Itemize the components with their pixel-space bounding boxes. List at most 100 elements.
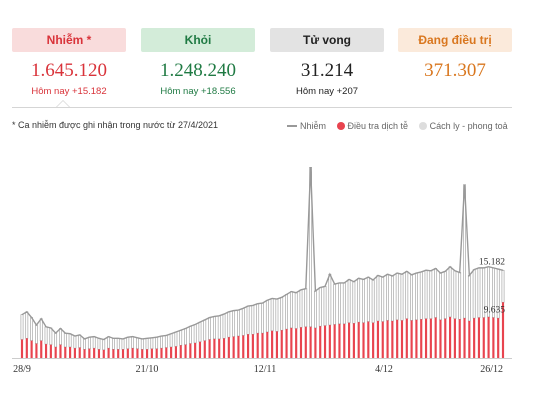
card-deaths-today: Hôm nay +207 (295, 86, 359, 97)
stat-cards: Nhiễm * 1.645.120 Hôm nay +15.182 Khỏi 1… (12, 28, 512, 103)
traced-bar (299, 327, 303, 358)
traced-bar (203, 340, 206, 358)
traced-bar (415, 319, 418, 358)
card-deaths[interactable]: Tử vong 31.214 Hôm nay +207 (270, 28, 384, 98)
traced-bar (170, 347, 173, 358)
quarantine-bar (140, 338, 144, 350)
traced-bar (194, 342, 197, 358)
legend-item-traced[interactable]: Điều tra dịch tễ (336, 120, 409, 131)
traced-bar (69, 347, 72, 358)
quarantine-bar (443, 271, 447, 320)
card-infected[interactable]: Nhiễm * 1.645.120 Hôm nay +15.182 (12, 28, 126, 98)
quarantine-bar (188, 325, 192, 344)
quarantine-bar (164, 335, 168, 348)
traced-bar (78, 347, 81, 358)
x-axis-labels: 28/9 21/10 12/11 4/12 26/12 (13, 364, 503, 375)
traced-bar (59, 344, 62, 358)
quarantine-bar (270, 298, 274, 332)
traced-bar (35, 343, 38, 358)
quarantine-bar (30, 317, 34, 341)
card-treating[interactable]: Đang điều trị 371.307 (398, 28, 512, 86)
traced-bar (477, 317, 481, 358)
quarantine-bar (366, 276, 370, 322)
traced-bar (73, 348, 76, 358)
x-tick-label: 21/10 (136, 364, 159, 375)
quarantine-bar (35, 324, 38, 344)
card-recovered[interactable]: Khỏi 1.248.240 Hôm nay +18.556 (141, 28, 255, 98)
quarantine-bar (333, 283, 337, 325)
traced-bar (145, 349, 149, 358)
traced-bar (352, 323, 355, 358)
quarantine-bar (227, 311, 231, 338)
quarantine-bar (357, 277, 361, 323)
quarantine-bar (314, 290, 317, 329)
quarantine-bar (453, 270, 457, 320)
traced-bar (165, 347, 168, 358)
traced-bar (487, 316, 490, 358)
quarantine-bar (136, 337, 139, 350)
traced-bar (160, 348, 163, 358)
card-treating-label: Đang điều trị (398, 28, 512, 52)
quarantine-bar (49, 327, 53, 346)
quarantine-bar (217, 315, 221, 340)
quarantine-bar (318, 287, 322, 327)
traced-bar (256, 333, 259, 358)
infected-line (21, 167, 504, 341)
traced-bar (449, 316, 452, 358)
traced-bar (246, 334, 250, 358)
x-tick-label: 26/12 (480, 364, 503, 375)
traced-bar (88, 348, 91, 358)
cases-chart: 28/9 21/10 12/11 4/12 26/12 15.182 9.635 (12, 167, 512, 375)
quarantine-bar (386, 273, 389, 321)
quarantine-bar (97, 338, 101, 350)
quarantine-bar (405, 271, 409, 320)
value-annotations: 15.182 9.635 (479, 257, 505, 315)
legend-item-infected[interactable]: Nhiễm (287, 121, 326, 131)
traced-bar (232, 336, 235, 358)
traced-bar (25, 338, 28, 358)
quarantine-bar (59, 328, 62, 346)
card-recovered-value: 1.248.240 (160, 60, 236, 81)
legend-quarantine-label: Cách ly - phong toả (429, 120, 508, 131)
quarantine-bar (39, 318, 43, 341)
legend-infected-label: Nhiễm (300, 120, 327, 131)
card-infected-today: Hôm nay +15.182 (31, 86, 107, 97)
traced-bar (386, 320, 389, 358)
quarantine-bar (429, 270, 433, 320)
quarantine-bar (362, 279, 365, 324)
traced-bar (343, 323, 346, 358)
quarantine-bar (179, 329, 183, 346)
traced-bar (266, 332, 269, 358)
traced-bar (107, 348, 110, 358)
traced-bar (362, 322, 365, 358)
traced-bar (444, 318, 447, 358)
quarantine-bar (419, 271, 423, 320)
traced-bar (141, 349, 144, 358)
quarantine-bar (304, 288, 308, 328)
quarantine-bar (280, 297, 284, 331)
quarantine-bar (121, 338, 125, 350)
quarantine-bar (472, 269, 476, 319)
traced-bar (338, 323, 341, 358)
quarantine-bar (294, 292, 298, 329)
quarantine-bar (83, 338, 86, 350)
card-recovered-today: Hôm nay +18.556 (160, 86, 236, 97)
quarantine-bar (338, 282, 341, 325)
quarantine-bar (477, 267, 481, 318)
legend-item-quarantine[interactable]: Cách ly - phong toả (418, 120, 508, 131)
quarantine-bar (241, 308, 245, 336)
quarantine-bar (448, 266, 452, 318)
traced-bar (54, 347, 57, 358)
quarantine-bar (68, 333, 72, 348)
traced-bar (121, 349, 125, 358)
traced-bar (251, 334, 254, 358)
quarantine-bar (193, 324, 197, 344)
traced-bar (396, 319, 399, 358)
traced-bar (323, 325, 327, 358)
legend-traced-label: Điều tra dịch tễ (347, 120, 409, 131)
card-infected-label: Nhiễm * (12, 28, 126, 52)
value-annotation: 9.635 (484, 305, 506, 315)
quarantine-bar (20, 314, 24, 340)
traced-bar (367, 321, 370, 358)
traced-bar (381, 321, 384, 358)
